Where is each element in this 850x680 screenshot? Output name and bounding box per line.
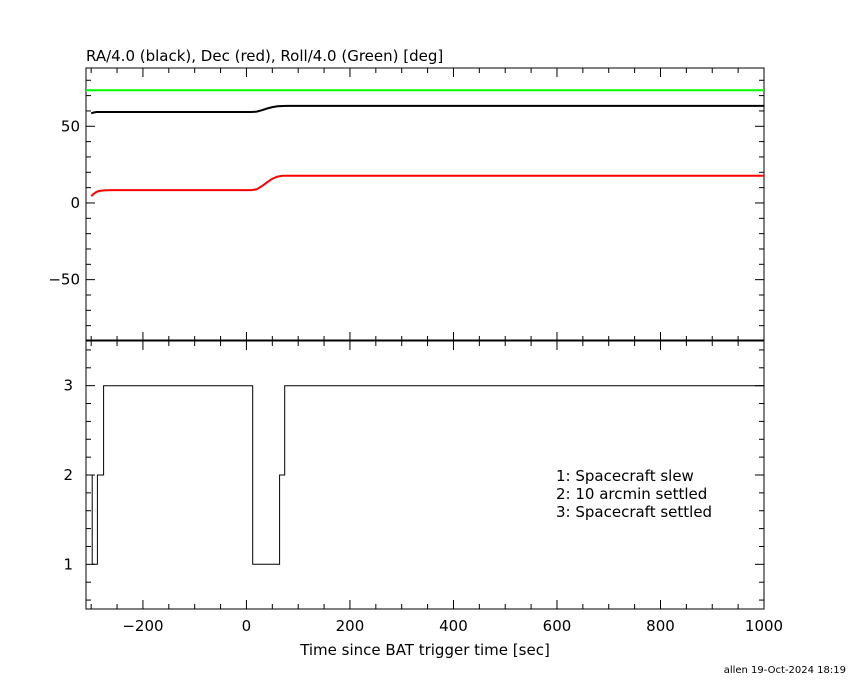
y-tick-label: 3: [63, 377, 73, 395]
attitude-y-ticks: −50 0 50: [48, 117, 764, 289]
x-tick-label: 400: [439, 617, 468, 635]
status-series: [86, 385, 764, 565]
y-tick-label: 1: [63, 555, 73, 573]
chart-title: RA/4.0 (black), Dec (red), Roll/4.0 (Gre…: [86, 47, 443, 65]
attitude-plot-frame: [85, 67, 765, 342]
legend-entry-10-arcmin: 2: 10 arcmin settled: [556, 485, 707, 503]
status-minor-ticks: [86, 341, 765, 609]
series-line-dec: [90, 174, 764, 197]
legend-entry-settled: 3: Spacecraft settled: [556, 503, 712, 521]
x-axis-label: Time since BAT trigger time [sec]: [299, 641, 550, 659]
legend-entry-slew: 1: Spacecraft slew: [556, 467, 694, 485]
x-tick-label: −200: [122, 617, 163, 635]
x-tick-label: 600: [543, 617, 572, 635]
x-tick-label: 800: [646, 617, 675, 635]
y-tick-label: −50: [48, 271, 80, 289]
y-tick-label: 50: [61, 117, 80, 135]
status-panel: 1 2 3 −200 0 200 400 600 800 1000 1: Spacecraft s…: [63, 340, 783, 659]
x-tick-label: 1000: [745, 617, 783, 635]
status-step-line: [86, 385, 764, 565]
status-ticks: 1 2 3 −200 0 200 400 600 800 1000: [63, 377, 783, 635]
x-tick-label: 200: [336, 617, 365, 635]
status-legend: 1: Spacecraft slew 2: 10 arcmin settled …: [556, 467, 712, 521]
attitude-series: [86, 89, 764, 197]
y-tick-label: 2: [63, 466, 73, 484]
series-line-ra: [90, 104, 764, 115]
attitude-minor-ticks: [86, 68, 765, 341]
attitude-panel: RA/4.0 (black), Dec (red), Roll/4.0 (Gre…: [48, 47, 765, 342]
footer-text: allen 19-Oct-2024 18:19: [724, 665, 846, 676]
y-tick-label: 0: [70, 194, 80, 212]
x-tick-label: 0: [242, 617, 252, 635]
